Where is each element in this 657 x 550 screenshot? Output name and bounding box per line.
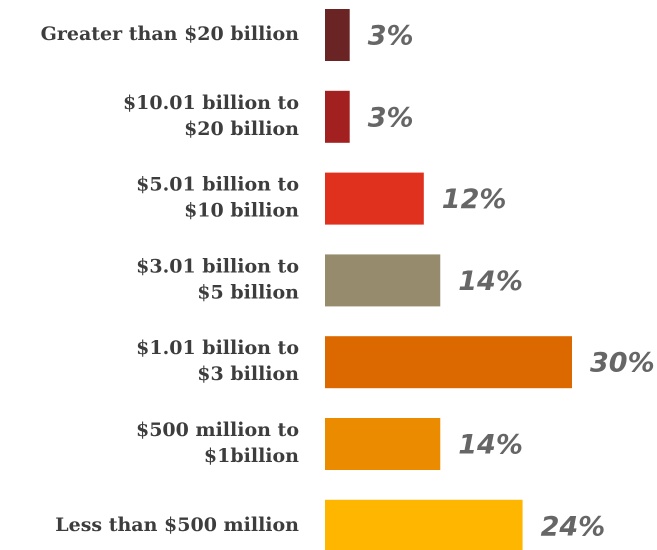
category-label: $5.01 billion to [136,174,299,196]
bar [325,336,572,389]
value-label: 3% [368,102,414,133]
category-label: $500 million to [136,419,299,441]
bar [325,254,441,307]
bar [325,9,350,61]
category-label: $1.01 billion to [136,337,299,359]
category-label: Less than $500 million [55,514,299,536]
bar [325,90,350,143]
category-label: $5 billion [197,281,299,303]
bar [325,499,523,550]
category-label: $1billion [204,445,299,467]
category-label: Greater than $20 billion [41,23,300,45]
category-label: $3.01 billion to [136,255,299,277]
bar [325,418,441,470]
value-label: 12% [442,184,507,215]
value-label: 30% [590,348,655,379]
value-label: 14% [458,266,523,297]
value-label: 24% [541,511,606,542]
category-label: $10 billion [184,200,299,222]
category-label: $3 billion [197,363,299,385]
category-label: $10.01 billion to [123,92,299,114]
category-label: $20 billion [184,118,299,140]
bar [325,172,424,225]
value-label: 3% [368,21,414,52]
value-label: 14% [458,430,523,461]
